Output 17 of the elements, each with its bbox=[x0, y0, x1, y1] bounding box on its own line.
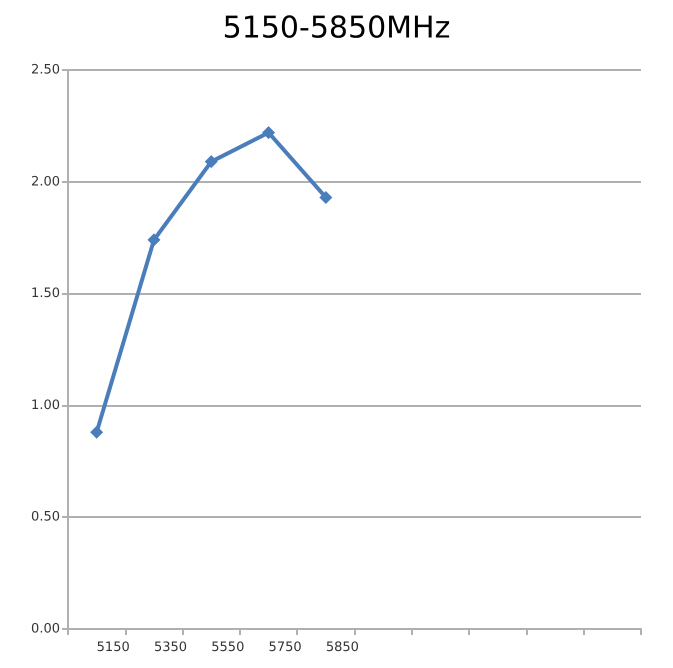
x-tick-label: 5150 bbox=[96, 640, 130, 655]
x-tick-label: 5350 bbox=[154, 640, 188, 655]
y-tick-label: 2.00 bbox=[31, 174, 60, 190]
y-tick-label: 0.50 bbox=[31, 510, 60, 525]
x-tick-label: 5850 bbox=[326, 640, 359, 655]
point bbox=[90, 426, 104, 439]
point bbox=[319, 190, 332, 204]
chart-title: 5150-5850MHz bbox=[222, 10, 450, 46]
y-tick-label: 1.50 bbox=[31, 286, 60, 302]
y-tick-label: 1.00 bbox=[31, 398, 60, 413]
x-tick-label: 5550 bbox=[211, 640, 244, 655]
point bbox=[147, 233, 160, 246]
y-tick-label: 2.50 bbox=[31, 62, 60, 78]
point bbox=[204, 155, 218, 168]
point bbox=[262, 126, 276, 140]
y-tick-label: 0.00 bbox=[31, 622, 60, 636]
x-tick-label: 5750 bbox=[268, 640, 302, 655]
